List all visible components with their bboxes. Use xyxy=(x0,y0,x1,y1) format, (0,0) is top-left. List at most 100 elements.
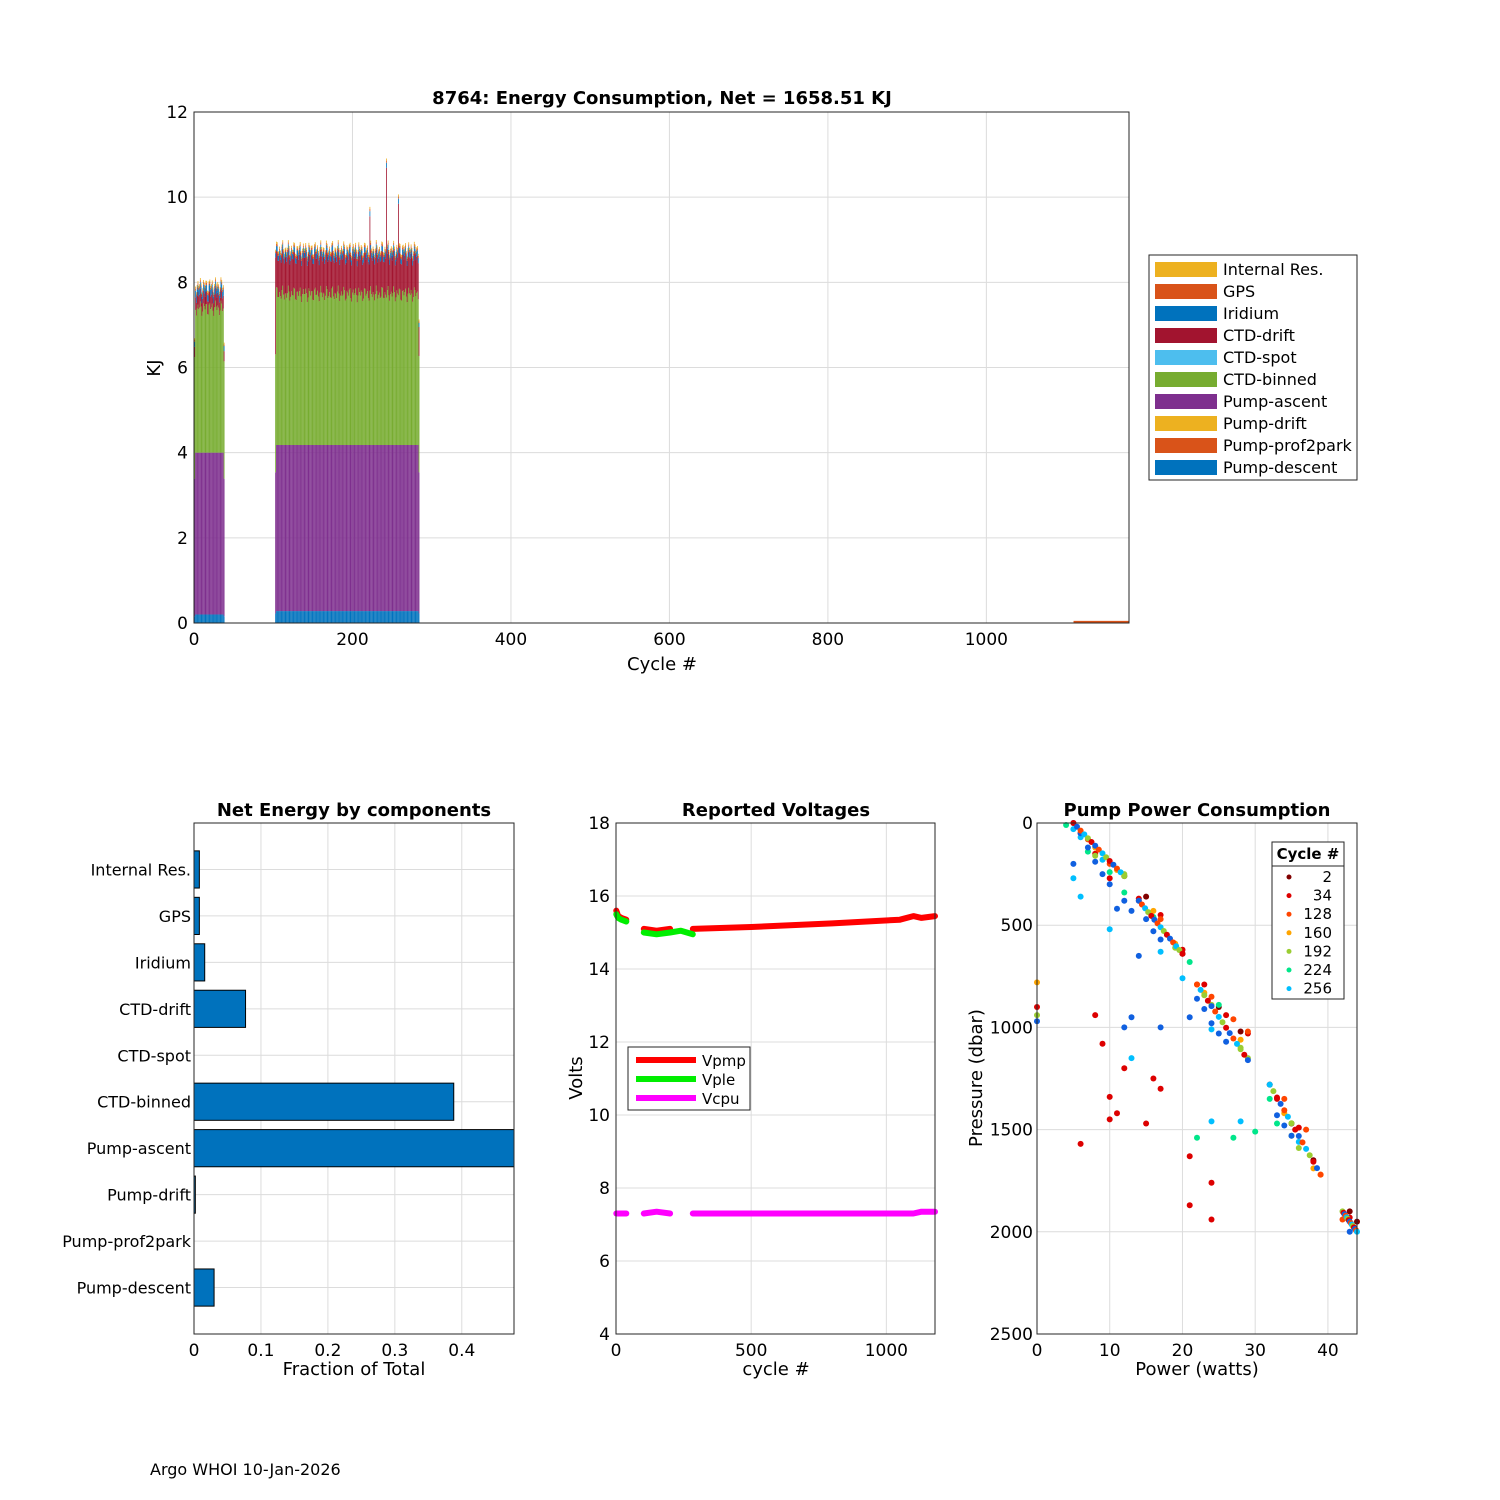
energy-bar-segment xyxy=(338,611,340,623)
energy-bar-segment xyxy=(400,263,402,300)
energy-bar-segment xyxy=(409,294,411,446)
energy-bar-segment xyxy=(366,257,368,294)
energy-bar-segment xyxy=(357,445,359,612)
energy-bar-segment xyxy=(404,611,406,623)
energy-bar-segment xyxy=(333,255,334,261)
energy-bar-segment xyxy=(413,255,414,261)
energy-bar-segment xyxy=(207,290,208,293)
energy-bar-segment xyxy=(383,298,385,446)
energy-bar-segment xyxy=(414,611,416,623)
energy-bar-segment xyxy=(211,280,213,283)
energy-bar-segment xyxy=(325,240,327,243)
energy-bar-segment xyxy=(317,290,319,446)
energy-bar-segment xyxy=(369,445,371,612)
energy-bar-segment xyxy=(287,445,288,612)
pump-point xyxy=(1244,1028,1251,1035)
energy-bar-segment xyxy=(360,611,361,623)
energy-bar-segment xyxy=(394,257,396,261)
energy-bar-segment xyxy=(332,243,334,246)
energy-bar-segment xyxy=(195,297,196,310)
energy-bar-segment xyxy=(212,310,214,453)
energy-bar-segment xyxy=(222,289,224,296)
energy-bar-segment xyxy=(351,255,353,259)
energy-bar-segment xyxy=(302,257,303,295)
energy-bar-segment xyxy=(339,445,341,612)
energy-bar-segment xyxy=(204,296,206,310)
energy-bar-segment xyxy=(299,251,301,288)
energy-bar-segment xyxy=(317,249,319,255)
energy-bar-segment xyxy=(382,297,384,446)
energy-bar-segment xyxy=(381,241,383,244)
energy-bar-segment xyxy=(367,297,369,446)
energy-bar-segment xyxy=(348,259,349,296)
energy-bar-segment xyxy=(365,259,367,296)
energy-bar-segment xyxy=(196,614,198,623)
energy-bar-segment xyxy=(218,452,220,615)
energy-bar-segment xyxy=(360,259,361,296)
energy-bar-segment xyxy=(310,250,311,253)
energy-bar-segment xyxy=(398,198,399,204)
energy-bar-segment xyxy=(414,244,416,247)
energy-bar-segment xyxy=(339,264,341,301)
energy-bar-segment xyxy=(208,304,210,453)
energy-bar-segment xyxy=(392,293,394,446)
energy-bar-segment xyxy=(366,611,368,623)
energy-bar-segment xyxy=(283,299,285,446)
energy-bar-segment xyxy=(323,257,325,294)
energy-bar-segment xyxy=(357,259,359,296)
energy-bar-segment xyxy=(279,292,280,446)
energy-bar-segment xyxy=(401,445,402,612)
energy-bar-segment xyxy=(294,243,296,246)
energy-bar-segment xyxy=(404,292,406,446)
energy-bar-segment xyxy=(311,247,313,250)
energy-bar-segment xyxy=(218,288,219,295)
energy-bar-segment xyxy=(289,611,291,623)
pump-point xyxy=(1237,1118,1244,1125)
energy-bar-segment xyxy=(206,452,208,615)
energy-bar-segment xyxy=(302,252,303,258)
voltages-line-vpmp xyxy=(640,925,674,934)
energy-bar-segment xyxy=(199,282,201,289)
energy-bar-segment xyxy=(353,253,355,259)
energy-bar-segment xyxy=(365,254,367,260)
energy-bar-segment xyxy=(390,248,391,251)
energy-bar-segment xyxy=(348,254,349,260)
energy-bar-segment xyxy=(364,445,366,612)
energy-bar-segment xyxy=(376,247,378,250)
energy-bar-segment xyxy=(302,252,304,290)
energy-bar-segment xyxy=(302,250,303,253)
pump-point xyxy=(1070,875,1077,882)
energy-xtick-label: 0 xyxy=(189,630,200,650)
energy-bar-segment xyxy=(202,452,204,615)
energy-bar-segment xyxy=(216,614,218,623)
energy-bar-segment xyxy=(327,261,329,298)
components-category-label: Iridium xyxy=(135,953,191,972)
energy-bar-segment xyxy=(356,302,358,446)
energy-bar-segment xyxy=(220,279,222,282)
energy-bar-segment xyxy=(361,250,363,256)
energy-bar-segment xyxy=(344,246,345,249)
energy-bar-segment xyxy=(381,611,383,623)
energy-bar-segment xyxy=(299,287,301,446)
energy-bar-segment xyxy=(332,250,334,287)
energy-bar-segment xyxy=(295,253,296,256)
energy-bar-segment xyxy=(297,248,299,251)
energy-bar-segment xyxy=(209,290,211,303)
energy-bar-segment xyxy=(317,445,319,612)
energy-bar-segment xyxy=(365,445,367,612)
energy-bar-segment xyxy=(277,445,279,612)
energy-bar-segment xyxy=(313,258,315,265)
energy-bar-segment xyxy=(355,247,357,253)
energy-bar-segment xyxy=(382,252,384,255)
energy-bar-segment xyxy=(381,445,383,612)
energy-bar-segment xyxy=(319,249,321,252)
components-xlabel: Fraction of Total xyxy=(283,1359,426,1380)
energy-bar-segment xyxy=(287,445,289,612)
energy-bar-segment xyxy=(199,294,200,308)
energy-bar-segment xyxy=(298,291,300,446)
energy-bar-segment xyxy=(394,265,396,302)
energy-bar-segment xyxy=(352,253,354,290)
energy-bar-segment xyxy=(207,614,209,623)
energy-bar-segment xyxy=(363,298,364,446)
